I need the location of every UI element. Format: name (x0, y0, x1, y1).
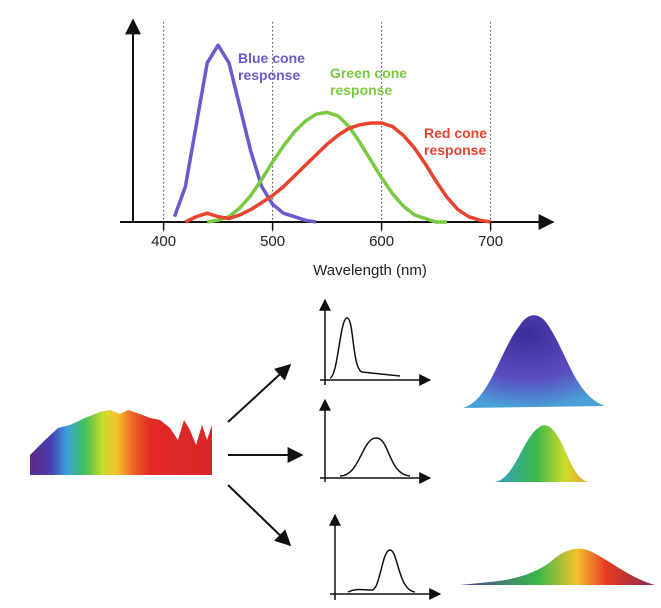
x-tick-label: 600 (369, 233, 394, 250)
blue-response-blob (463, 315, 605, 408)
mini-curve (347, 549, 416, 593)
series-label: Blue cone response (238, 50, 305, 83)
cone-curve (172, 43, 317, 224)
x-tick-label: 500 (260, 233, 285, 250)
series-label-box: Green cone response (330, 65, 408, 98)
x-axis-label: Wavelength (nm) (313, 262, 427, 279)
series-label: Red cone response (424, 125, 488, 158)
series-label-box: Blue cone response (238, 50, 305, 83)
cone-curve (184, 121, 491, 224)
arrow (227, 484, 292, 547)
x-tick-label: 700 (478, 233, 503, 250)
arrow (227, 363, 292, 423)
series-label-box: Red cone response (424, 125, 488, 158)
mini-curve (339, 437, 411, 477)
x-tick-label: 400 (151, 233, 176, 250)
green-response-blob (495, 425, 588, 482)
diagram (30, 298, 655, 600)
light-spectrum (30, 410, 212, 475)
mini-plots (319, 298, 442, 600)
red-response-blob (460, 548, 655, 585)
series-label: Green cone response (330, 65, 408, 98)
mini-curve (329, 317, 401, 379)
cone-curve (206, 110, 447, 224)
